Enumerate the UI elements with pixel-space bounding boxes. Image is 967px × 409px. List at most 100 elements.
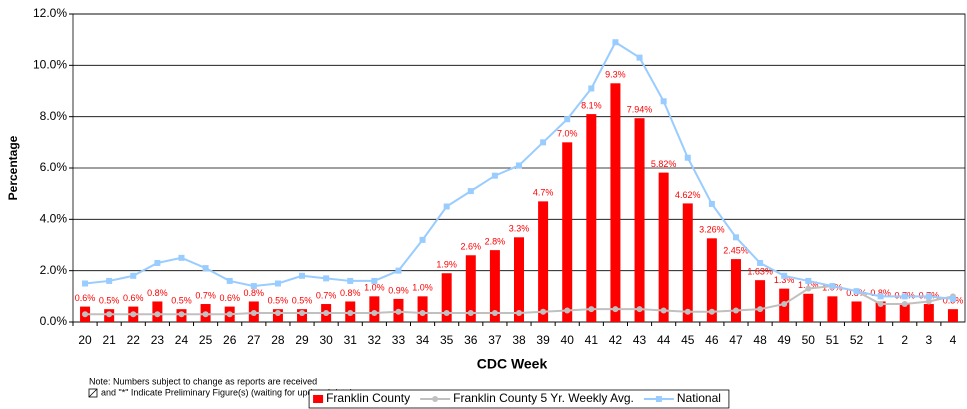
legend: Franklin County Franklin County 5 Yr. Wee…: [308, 389, 730, 409]
legend-swatch: [313, 395, 324, 403]
bar: [514, 237, 524, 322]
marker: [660, 98, 667, 105]
marker: [491, 310, 498, 317]
legend-label: Franklin County 5 Yr. Weekly Avg.: [453, 391, 634, 405]
marker: [853, 288, 860, 295]
marker: [491, 172, 498, 179]
x-tick-label: 36: [464, 333, 478, 347]
value-label: 1.9%: [436, 260, 457, 270]
marker: [805, 285, 812, 292]
bar: [706, 238, 717, 322]
marker: [106, 311, 113, 318]
marker: [732, 234, 739, 241]
marker: [516, 310, 522, 317]
x-tick-label: 50: [802, 333, 816, 347]
x-tick-label: 37: [488, 333, 502, 347]
value-label: 0.7%: [316, 290, 337, 300]
x-tick-label: 49: [778, 333, 792, 347]
x-tick-label: 38: [512, 333, 526, 347]
x-tick-label: 23: [151, 333, 165, 347]
y-tick-label: 2.0%: [40, 263, 68, 277]
marker: [443, 310, 450, 317]
marker: [226, 277, 233, 284]
value-label: 8.1%: [581, 100, 602, 110]
marker: [395, 267, 402, 274]
y-tick-label: 10.0%: [33, 58, 67, 72]
marker: [540, 308, 547, 315]
x-tick-label: 4: [950, 333, 957, 347]
marker: [419, 236, 426, 243]
bar: [441, 273, 452, 322]
marker: [757, 259, 764, 266]
bar: [803, 293, 814, 322]
x-tick-label: 39: [536, 333, 550, 347]
x-tick-label: 43: [633, 333, 647, 347]
marker: [636, 306, 643, 313]
x-tick-label: 51: [826, 333, 840, 347]
marker: [299, 272, 306, 279]
marker: [732, 307, 739, 314]
legend-label: Franklin County: [326, 391, 410, 405]
bar: [562, 142, 573, 322]
marker: [443, 203, 450, 210]
marker: [564, 116, 571, 123]
marker: [588, 85, 595, 92]
legend-marker: [655, 396, 662, 402]
bar: [538, 201, 549, 322]
value-label: 0.8%: [340, 288, 361, 298]
x-tick-label: 2: [901, 333, 908, 347]
marker: [781, 272, 788, 279]
x-tick-label: 46: [705, 333, 719, 347]
marker: [467, 188, 474, 195]
x-tick-label: 3: [925, 333, 932, 347]
marker: [202, 265, 209, 272]
marker: [347, 277, 354, 284]
value-label: 3.26%: [699, 225, 725, 235]
legend-label: National: [677, 391, 721, 405]
marker: [130, 311, 137, 318]
x-tick-label: 20: [78, 333, 92, 347]
x-tick-label: 31: [344, 333, 358, 347]
marker: [274, 280, 281, 287]
value-label: 2.8%: [485, 237, 506, 247]
value-label: 1.1%: [798, 280, 819, 290]
value-label: 4.7%: [533, 188, 554, 198]
value-label: 4.62%: [675, 190, 701, 200]
marker: [106, 277, 113, 284]
marker: [829, 283, 836, 290]
y-tick-label: 6.0%: [40, 160, 68, 174]
value-label: 0.6%: [219, 293, 240, 303]
y-tick-label: 12.0%: [33, 6, 67, 20]
y-tick-label: 0.0%: [40, 314, 68, 328]
value-label: 0.8%: [147, 288, 168, 298]
marker: [323, 310, 330, 317]
marker: [274, 310, 281, 317]
marker: [660, 307, 667, 314]
bar: [369, 296, 380, 322]
marker: [516, 162, 522, 169]
x-tick-label: 25: [199, 333, 213, 347]
bar: [730, 259, 741, 322]
legend-marker: [432, 396, 439, 402]
x-tick-label: 1: [877, 333, 884, 347]
marker: [949, 295, 956, 302]
bar: [827, 296, 838, 322]
value-label: 0.5%: [171, 296, 192, 306]
marker: [395, 308, 402, 315]
note: Note: Numbers subject to change as repor…: [89, 376, 317, 386]
x-axis-title: CDC Week: [477, 356, 548, 372]
marker: [299, 310, 306, 317]
value-label: 1.3%: [774, 275, 795, 285]
value-label: 0.5%: [99, 296, 120, 306]
marker: [82, 280, 89, 287]
value-label: 0.6%: [123, 293, 144, 303]
x-tick-label: 28: [271, 333, 285, 347]
marker: [805, 277, 812, 284]
value-label: 7.0%: [557, 129, 578, 139]
marker: [82, 311, 89, 318]
marker: [540, 139, 547, 146]
marker: [419, 310, 426, 317]
x-tick-label: 41: [585, 333, 599, 347]
x-tick-label: 40: [561, 333, 575, 347]
x-tick-label: 30: [319, 333, 333, 347]
